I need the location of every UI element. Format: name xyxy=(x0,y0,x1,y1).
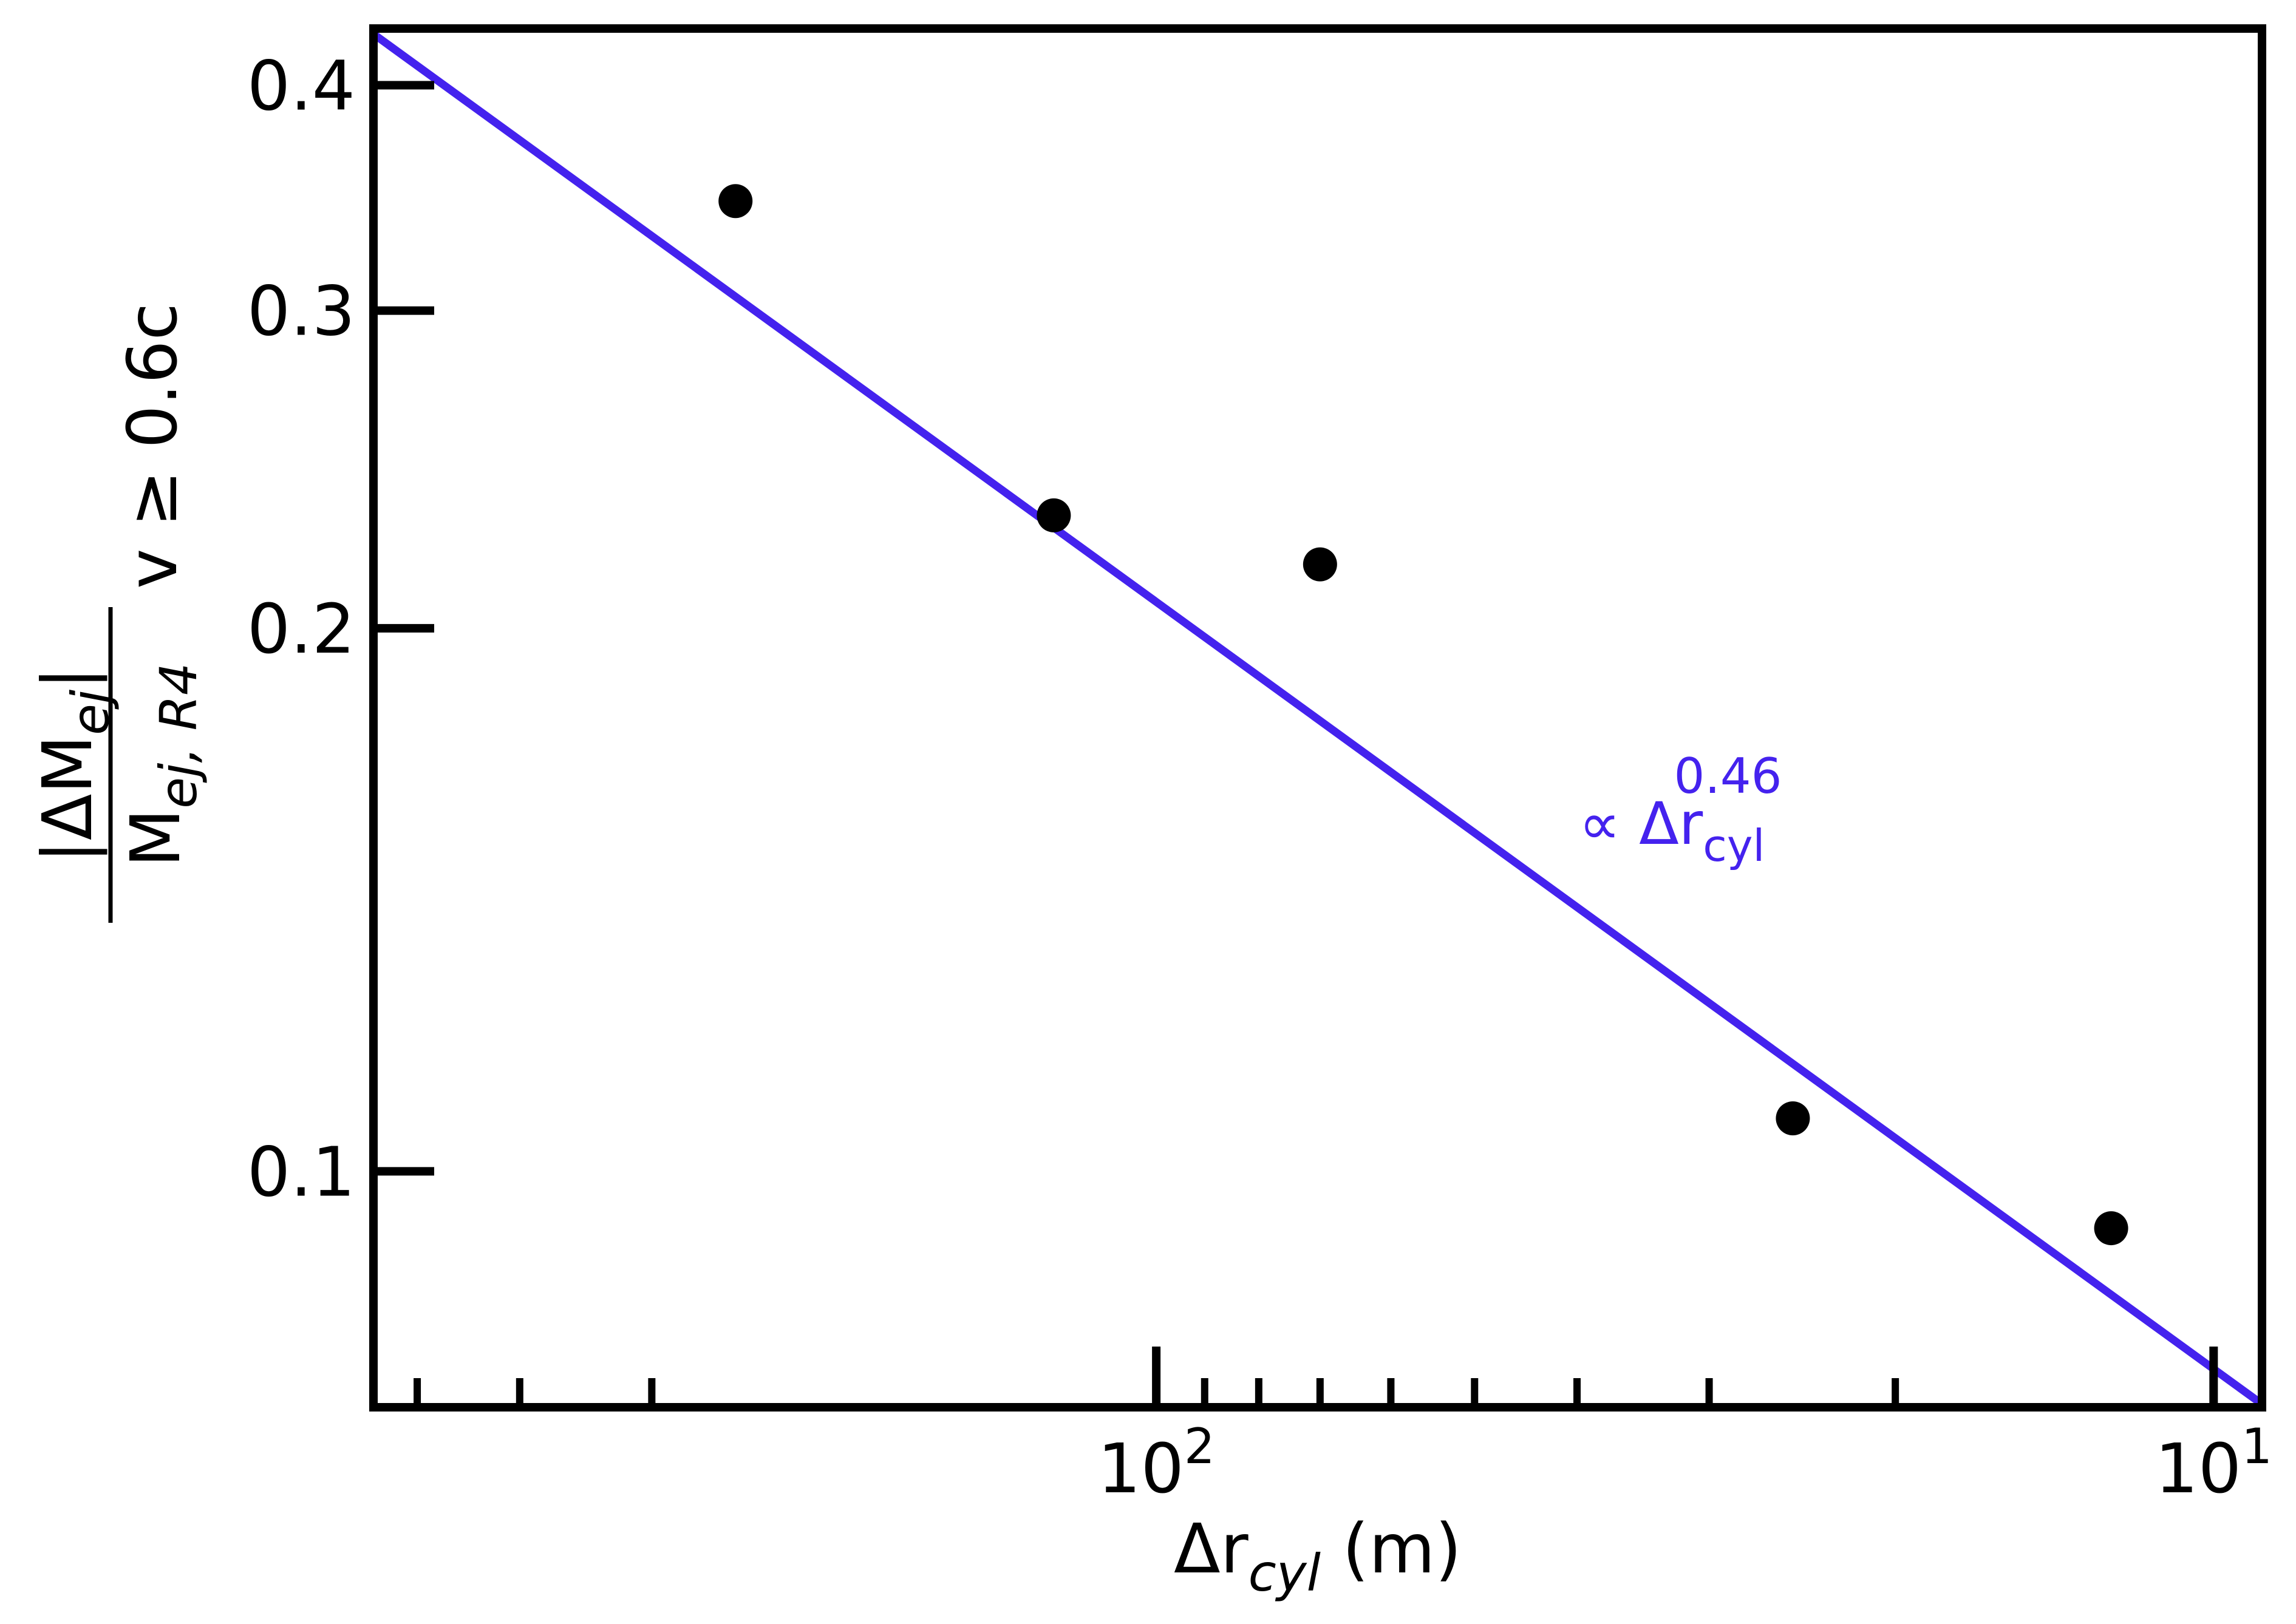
data-point xyxy=(718,184,753,219)
svg-text:v ≥ 0.6c: v ≥ 0.6c xyxy=(114,303,192,589)
fit-layer xyxy=(371,30,2264,1408)
svg-text:Mej, R4: Mej, R4 xyxy=(117,663,208,868)
data-point xyxy=(1037,498,1071,532)
axis-ticks xyxy=(373,81,2218,1407)
data-point xyxy=(1303,547,1337,582)
y-tick-label: 0.2 xyxy=(247,590,355,669)
x-tick-label: 101 xyxy=(2155,1418,2272,1509)
data-point xyxy=(1776,1101,1810,1136)
y-tick-label: 0.1 xyxy=(247,1133,355,1212)
svg-text:|ΔMej|: |ΔMej| xyxy=(29,667,120,863)
fit-line xyxy=(371,30,2264,1408)
data-point xyxy=(2094,1211,2128,1246)
data-points xyxy=(718,184,2128,1246)
y-tick-label: 0.3 xyxy=(247,273,355,352)
x-axis-label: Δrcyl (m) xyxy=(1174,1510,1462,1603)
y-axis-label: |ΔMej| Mej, R4 v ≥ 0.6c xyxy=(29,303,208,923)
fit-annotation: ∝ Δrcyl0.46 xyxy=(1579,748,1782,871)
tick-labels: 0.4 0.3 0.2 0.1 102 101 xyxy=(247,47,2272,1509)
x-tick-label: 102 xyxy=(1097,1418,1214,1509)
y-tick-label: 0.4 xyxy=(247,47,355,126)
